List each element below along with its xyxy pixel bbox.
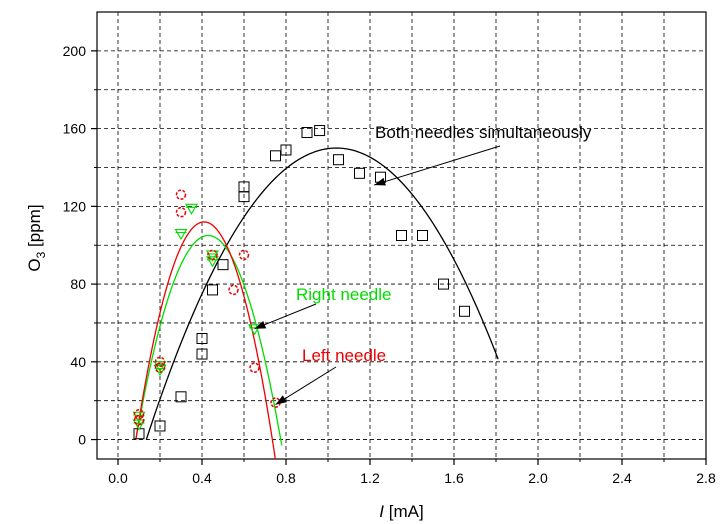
right-series-markers: [132, 203, 261, 431]
x-tick-label: 2.8: [696, 470, 716, 486]
both-data-point: [333, 154, 344, 166]
both-data-point: [396, 230, 407, 241]
both-data-point: [417, 230, 428, 241]
plot-frame: [96, 11, 707, 460]
x-axis-title-symbol: I: [379, 502, 384, 521]
right-data-point: [185, 203, 198, 215]
both-data-point: [196, 348, 208, 360]
right-annotation-arrow-line: [254, 303, 317, 330]
left-data-point: [133, 414, 145, 426]
both-data-point: [280, 144, 292, 156]
left-fit-curve: [135, 221, 276, 459]
both-data-point: [459, 305, 470, 317]
x-tick-label: 2.4: [612, 470, 632, 486]
y-tick-label: 160: [63, 121, 87, 137]
left-annotation-arrow-line: [275, 366, 337, 406]
y-axis-title-subscript: 3: [34, 251, 48, 258]
x-tick-label: 0.8: [276, 470, 296, 486]
y-tick-label: 200: [63, 43, 87, 59]
both-data-point: [175, 391, 187, 403]
x-tick-label: 2.0: [528, 470, 548, 486]
left-data-point: [228, 284, 239, 296]
y-axis-title-symbol: O: [25, 258, 44, 271]
x-tick-label: 0.4: [192, 470, 212, 486]
right-data-point: [174, 229, 188, 241]
y-tick-label: 40: [70, 354, 86, 370]
both-fit-curve: [145, 147, 499, 440]
x-tick-label: 1.2: [360, 470, 380, 486]
both-annotation-arrow-line: [374, 145, 501, 186]
x-tick-label: 0.0: [108, 470, 128, 486]
y-axis-title: O3 [ppm]: [25, 204, 48, 271]
left-data-point: [249, 362, 260, 373]
x-axis-title-unit: [mA]: [384, 502, 424, 521]
left-data-point: [238, 249, 250, 261]
x-axis-title: I [mA]: [379, 502, 423, 521]
both-data-point: [354, 167, 365, 179]
left-data-point: [175, 206, 187, 218]
both-annotation-arrowhead: [374, 177, 386, 186]
y-tick-label: 80: [70, 276, 86, 292]
x-axis-ticks: 0.0 0.4 0.8 1.2 1.6 2.0 2.4 2.8: [108, 459, 716, 486]
both-data-point: [238, 181, 250, 193]
both-data-point: [270, 150, 281, 162]
y-axis-ticks: 0 40 80 120 160 200: [63, 43, 97, 448]
both-data-point: [154, 420, 166, 432]
left-data-point: [207, 249, 218, 261]
y-tick-label: 0: [78, 432, 86, 448]
left-series-markers: [133, 189, 281, 426]
left-data-point: [133, 409, 145, 420]
both-data-point: [207, 284, 218, 296]
both-data-point: [301, 126, 313, 138]
y-axis-title-unit: [ppm]: [25, 204, 44, 251]
both-data-point: [314, 125, 326, 137]
right-fit-curve: [135, 234, 283, 446]
both-data-point: [438, 278, 449, 290]
right-annotation-label: Right needle: [296, 285, 391, 304]
right-annotation-arrowhead: [254, 320, 267, 329]
left-annotation-arrowhead: [275, 395, 287, 405]
left-data-point: [154, 362, 166, 373]
left-data-point: [175, 189, 187, 200]
both-series-markers: [133, 125, 470, 440]
both-annotation-label: Both needles simultaneously: [375, 123, 592, 142]
x-tick-label: 1.6: [444, 470, 464, 486]
left-annotation-label: Left needle: [302, 346, 386, 365]
both-data-point: [196, 333, 208, 345]
y-tick-label: 120: [63, 198, 87, 214]
grid-lines: [97, 12, 706, 459]
left-data-point: [154, 356, 166, 368]
both-data-point: [217, 259, 229, 271]
